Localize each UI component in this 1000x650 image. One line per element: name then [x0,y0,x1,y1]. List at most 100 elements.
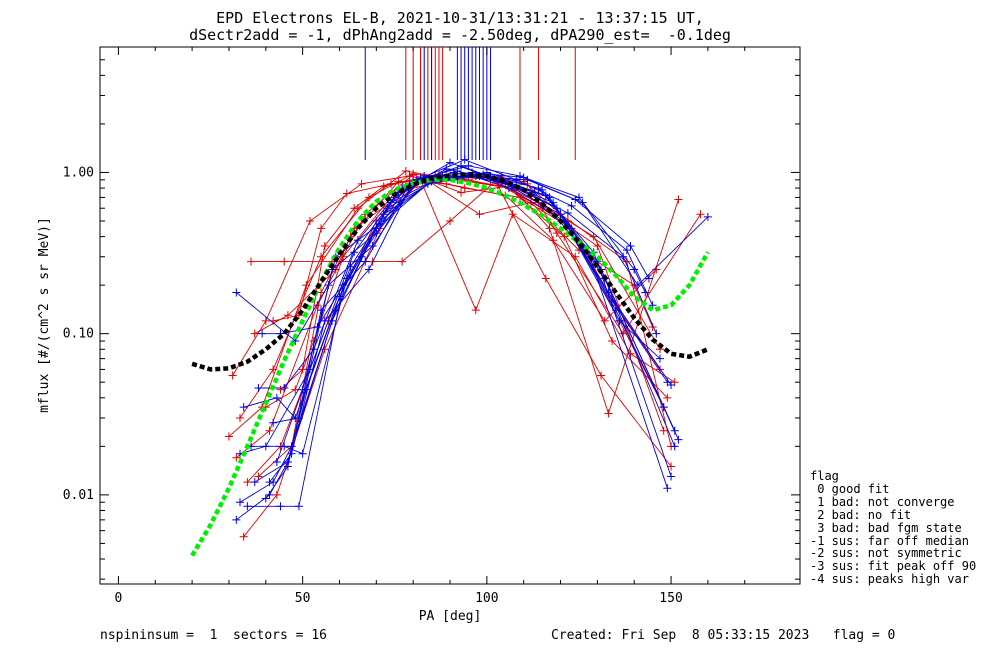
blue-series-point [261,442,270,451]
blue-series-point [619,252,628,261]
red-series-point [674,195,683,204]
red-series-point [405,172,414,181]
x-axis-label: PA [deg] [419,609,482,624]
red-series-point [696,210,705,219]
red-series-point [239,532,248,541]
legend-item: -1 sus: far off median [810,533,969,548]
x-tick-label: 50 [295,591,311,606]
blue-series-point [276,502,285,511]
red-series-line [247,175,672,483]
legend-title: flag [810,469,839,483]
red-series-point [228,371,237,380]
blue-series-point [652,329,661,338]
y-axis-label: mflux [#/(cm^2 s sr MeV)] [37,217,52,413]
red-series-point [446,216,454,225]
red-series-point [342,189,351,198]
footer-created-info: Created: Fri Sep 8 05:33:15 2023 flag = … [551,628,896,643]
blue-series-point [239,403,248,412]
legend-item: 2 bad: no fit [810,507,912,522]
blue-series-point [538,185,547,194]
red-series-point [560,232,569,241]
red-series-point [600,316,609,325]
red-series-point [298,365,307,374]
blue-series-point [298,449,307,458]
red-series-point [663,393,672,402]
blue-series-point [574,193,583,202]
red-series-point [394,177,403,186]
blue-series-point [372,229,381,238]
blue-series-point [633,281,642,290]
blue-series-point [674,435,683,444]
x-tick-label: 150 [659,591,682,606]
blue-series-point [364,265,373,274]
red-series-point [626,349,635,358]
blue-series-point [317,306,326,315]
red-series-point [254,472,263,481]
flag-legend: flag 0 good fit 1 bad: not converge 2 ba… [810,470,976,586]
blue-series-point [232,515,241,524]
blue-series-point [320,316,329,325]
blue-series-point [261,494,270,503]
red-series-point [247,257,256,266]
red-series-point [232,453,241,462]
blue-series-point [578,198,587,207]
blue-series-point [361,257,370,266]
blue-series-point [265,478,274,487]
red-series-point [401,167,410,176]
blue-series-line [258,171,665,408]
red-series-point [659,426,668,435]
red-series-point [236,413,244,422]
red-series-point [317,224,326,233]
blue-series-point [357,252,366,261]
blue-series-point [280,442,289,451]
blue-series-point [265,490,274,499]
red-series-point [549,236,558,245]
red-series-point [541,274,550,283]
blue-series-point [272,457,281,466]
blue-series-point [460,155,469,164]
blue-series-point [283,462,292,471]
red-series-point [409,170,418,179]
blue-series-point [376,219,384,228]
red-series-point [552,229,561,238]
fit-curve-green [190,177,710,557]
red-series-point [604,409,613,418]
blue-series-line [236,165,650,342]
red-series-point [457,188,466,197]
blue-series-point [269,418,278,427]
blue-series-point [670,442,679,451]
blue-series-point [663,484,672,493]
blue-series-point [523,175,532,184]
legend-item: -3 sus: fit peak off 90 [810,559,977,574]
legend-item: -4 sus: peaks high var [810,572,969,587]
x-tick-label: 0 [115,591,123,606]
blue-series-point [236,498,244,507]
y-tick-label: 0.10 [63,327,94,342]
blue-series-point [644,274,653,283]
red-series-point [320,241,329,250]
red-series-point [350,204,359,213]
blue-series-point [667,472,676,481]
blue-series-line [239,174,672,503]
red-series-point [272,490,281,499]
red-series-point [320,345,329,354]
red-series-point [224,432,233,441]
blue-series-line [243,171,676,431]
blue-series-line [236,175,668,521]
blue-series-point [659,403,668,412]
blue-series-point [272,393,281,402]
blue-series-point [287,449,296,458]
blue-series-point [254,384,263,393]
blue-series-point [243,502,252,511]
blue-series-point [280,384,289,393]
footer-spin-info: nspininsum = 1 sectors = 16 [100,628,327,643]
blue-series-point [703,212,712,221]
legend-item: 1 bad: not converge [810,494,955,509]
blue-series-point [457,161,466,170]
blue-series-point [545,193,554,202]
blue-series-point [516,172,524,181]
y-tick-label: 0.01 [63,488,94,503]
red-series-point [306,216,314,225]
legend-item: -2 sus: not symmetric [810,546,962,561]
blue-series-point [294,413,303,422]
